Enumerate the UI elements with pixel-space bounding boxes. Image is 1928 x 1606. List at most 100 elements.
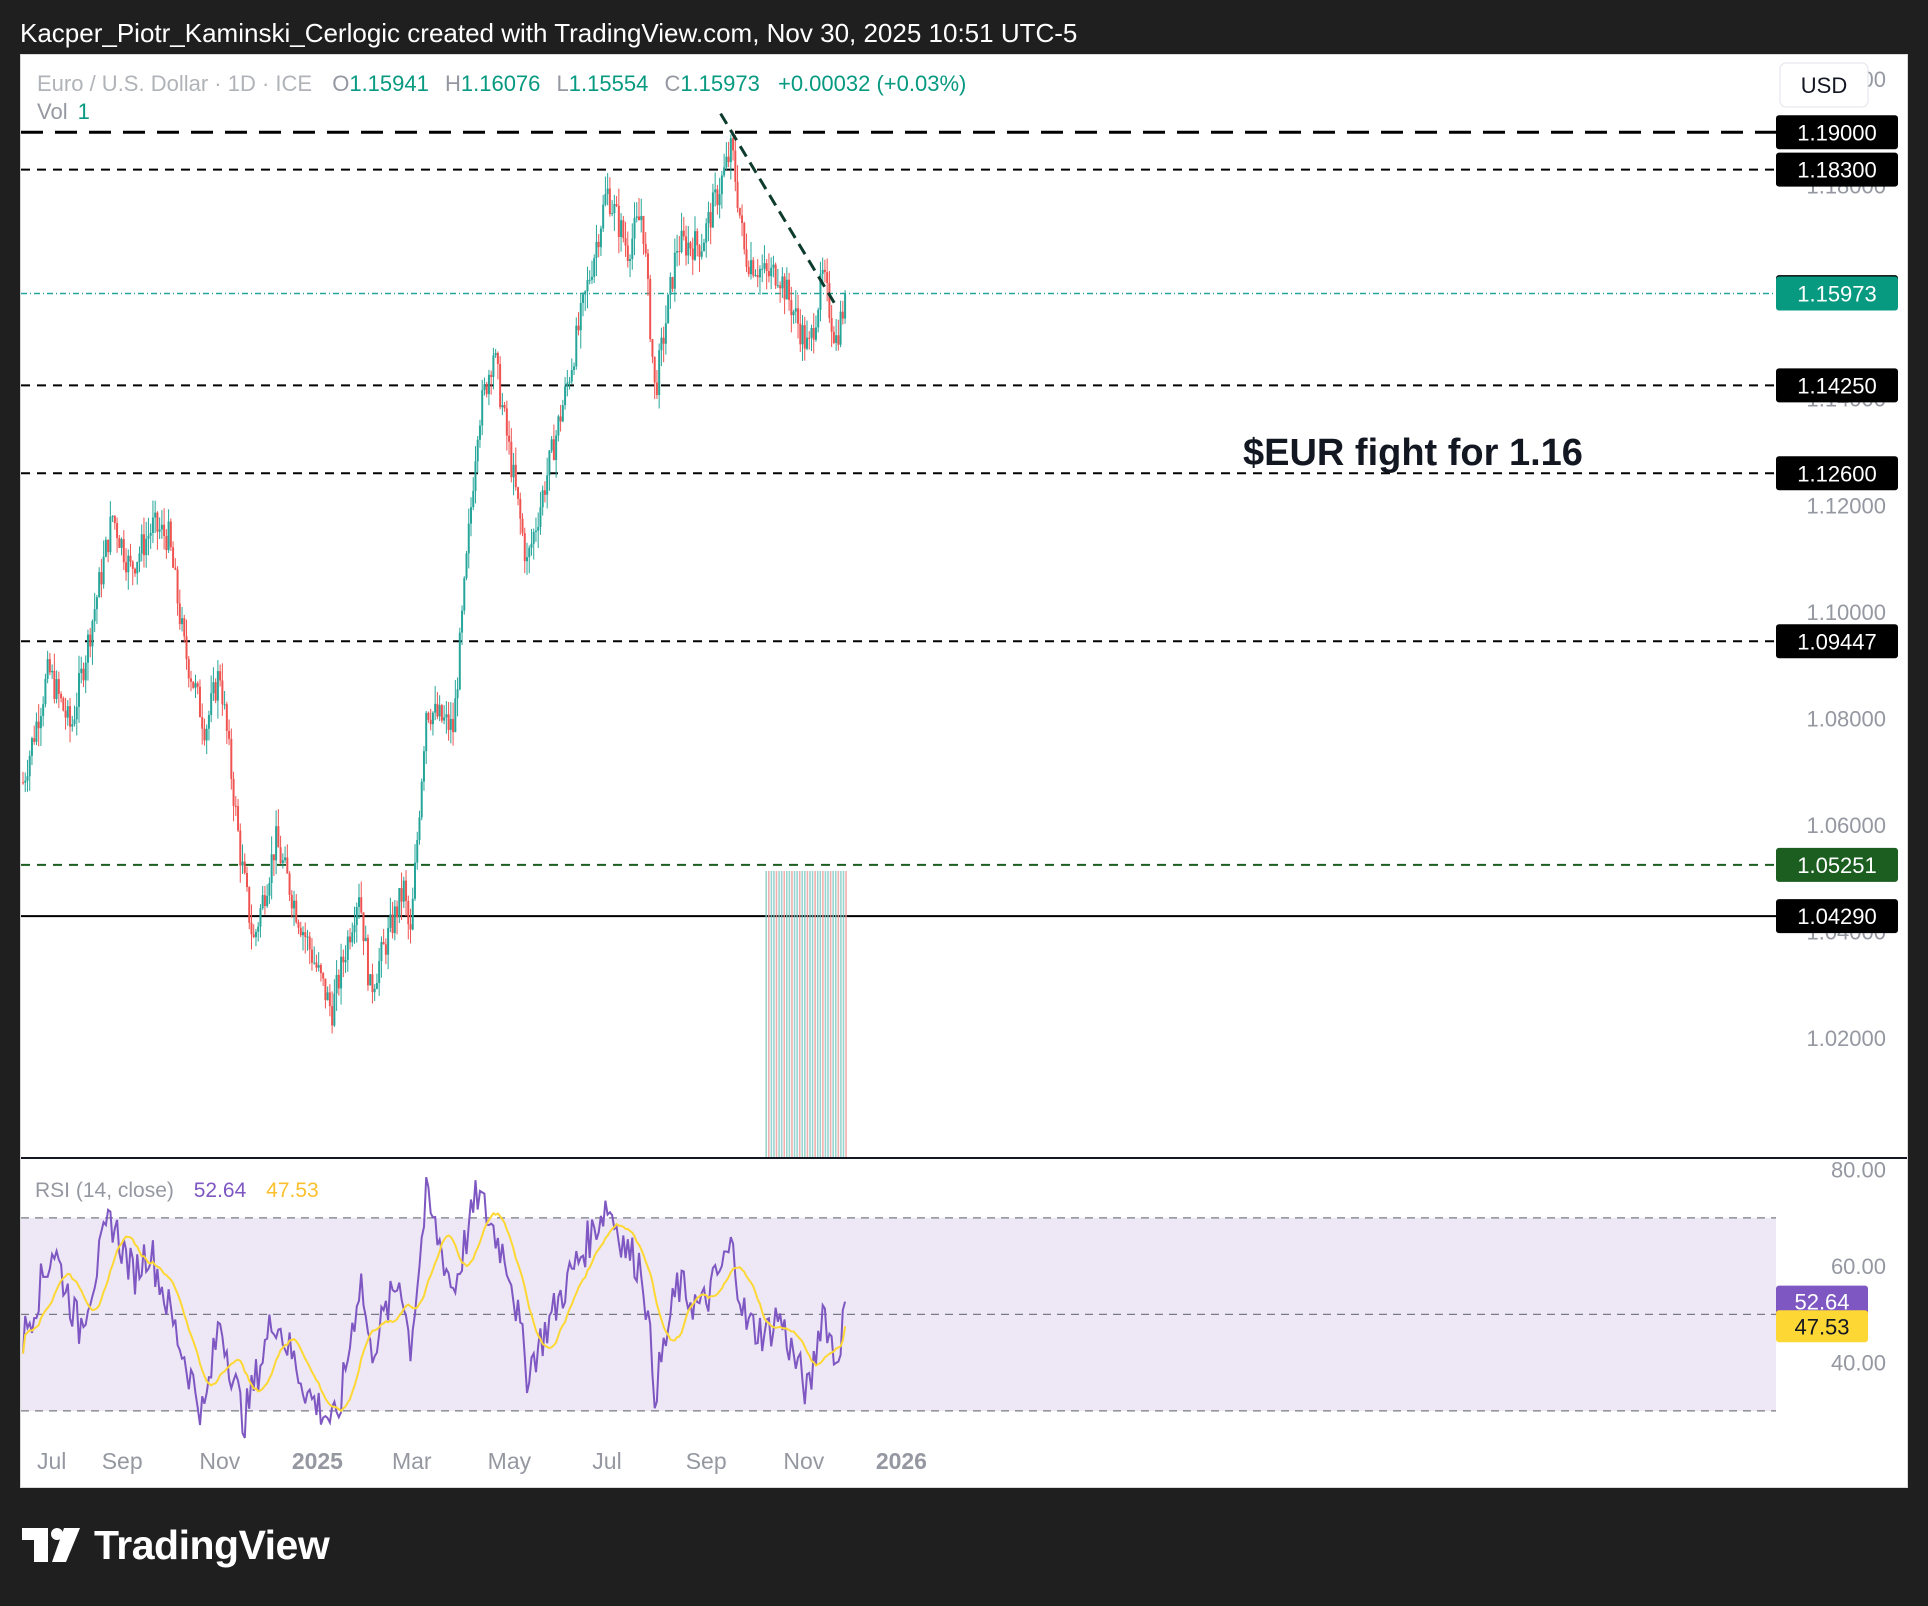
candle-body	[33, 738, 36, 742]
candle	[669, 272, 672, 309]
tradingview-logo[interactable]: TradingView	[22, 1520, 330, 1570]
volume-bar	[783, 871, 786, 1158]
candle-body	[835, 335, 838, 343]
candle	[272, 854, 275, 876]
candle	[353, 906, 356, 944]
candle-body	[203, 728, 206, 741]
volume-label: Vol 1	[37, 99, 90, 124]
volume-bar	[811, 871, 814, 1158]
candle-body	[349, 936, 352, 943]
candle	[48, 652, 51, 676]
volume-bar	[845, 871, 847, 1158]
candle	[781, 267, 784, 298]
candle-body	[461, 610, 464, 633]
candle-body	[689, 242, 692, 249]
candle	[552, 424, 555, 461]
candle	[602, 194, 605, 232]
candle-body	[315, 962, 318, 968]
candle	[537, 512, 540, 548]
candle	[624, 221, 627, 257]
candle	[116, 517, 119, 553]
candle-body	[588, 279, 591, 281]
candle	[523, 527, 526, 574]
candle	[449, 702, 452, 744]
candle	[741, 204, 744, 237]
candle-body	[449, 718, 452, 730]
candle-body	[662, 337, 665, 344]
candle	[588, 270, 591, 285]
candle-body	[396, 906, 399, 918]
candle-body	[147, 535, 150, 539]
candle-body	[794, 308, 797, 312]
candle	[46, 650, 49, 684]
candle-body	[98, 572, 101, 598]
candle-body	[508, 435, 511, 442]
candle-body	[503, 405, 506, 409]
candle-body	[752, 260, 755, 276]
candle-body	[546, 475, 549, 495]
candle-body	[727, 156, 730, 163]
volume-bar	[798, 871, 801, 1158]
candle	[396, 900, 399, 935]
candle-body	[178, 603, 181, 625]
candle	[207, 710, 210, 741]
candle	[700, 233, 703, 260]
candle	[463, 576, 466, 615]
currency-button[interactable]: USD	[1779, 62, 1869, 108]
candle-body	[595, 241, 598, 258]
candle	[317, 952, 320, 972]
candle	[375, 973, 378, 990]
candle-body	[104, 539, 107, 557]
candle-body	[24, 780, 27, 783]
price-tag: 1.09447	[1776, 624, 1898, 659]
price-tag-label: 1.15973	[1797, 282, 1877, 307]
candle-body	[281, 860, 284, 864]
candle	[694, 216, 696, 262]
candle	[530, 528, 533, 556]
candle-body	[790, 300, 793, 316]
candle	[286, 844, 289, 874]
candle-body	[371, 974, 374, 993]
candle	[172, 541, 175, 569]
volume-bar	[819, 871, 822, 1158]
candle	[465, 550, 468, 581]
candle	[476, 435, 479, 473]
candle	[431, 711, 434, 736]
candle	[351, 922, 354, 947]
candle-body	[575, 325, 578, 367]
volume-bar	[822, 871, 824, 1158]
candle	[324, 978, 327, 1009]
candle-body	[156, 512, 159, 532]
candle	[349, 928, 352, 950]
candle	[425, 710, 428, 765]
candle	[716, 184, 719, 215]
candle	[474, 446, 477, 504]
candle	[696, 228, 699, 257]
candle-body	[384, 944, 387, 955]
candle-body	[702, 242, 705, 252]
candle-body	[30, 738, 33, 756]
candle-body	[53, 670, 56, 699]
candle	[293, 890, 296, 926]
candle-body	[458, 632, 461, 690]
candle	[129, 543, 132, 567]
candle	[308, 931, 311, 965]
candle	[631, 223, 634, 270]
candle-body	[288, 873, 291, 895]
candle	[685, 225, 688, 266]
candle-body	[537, 526, 540, 531]
candle-body	[337, 974, 340, 989]
price-tag-label: 1.14250	[1797, 373, 1877, 398]
candle	[187, 656, 190, 688]
candle-body	[102, 556, 105, 585]
time-tick-label: Sep	[686, 1448, 727, 1474]
candle	[660, 327, 663, 367]
candle	[270, 836, 273, 900]
candle-body	[638, 216, 640, 221]
volume-bar	[816, 871, 819, 1158]
candle-body	[169, 521, 172, 548]
candle-body	[95, 597, 98, 610]
candle-body	[37, 721, 40, 729]
candle	[640, 198, 643, 233]
price-tag: 1.12600	[1776, 456, 1898, 491]
